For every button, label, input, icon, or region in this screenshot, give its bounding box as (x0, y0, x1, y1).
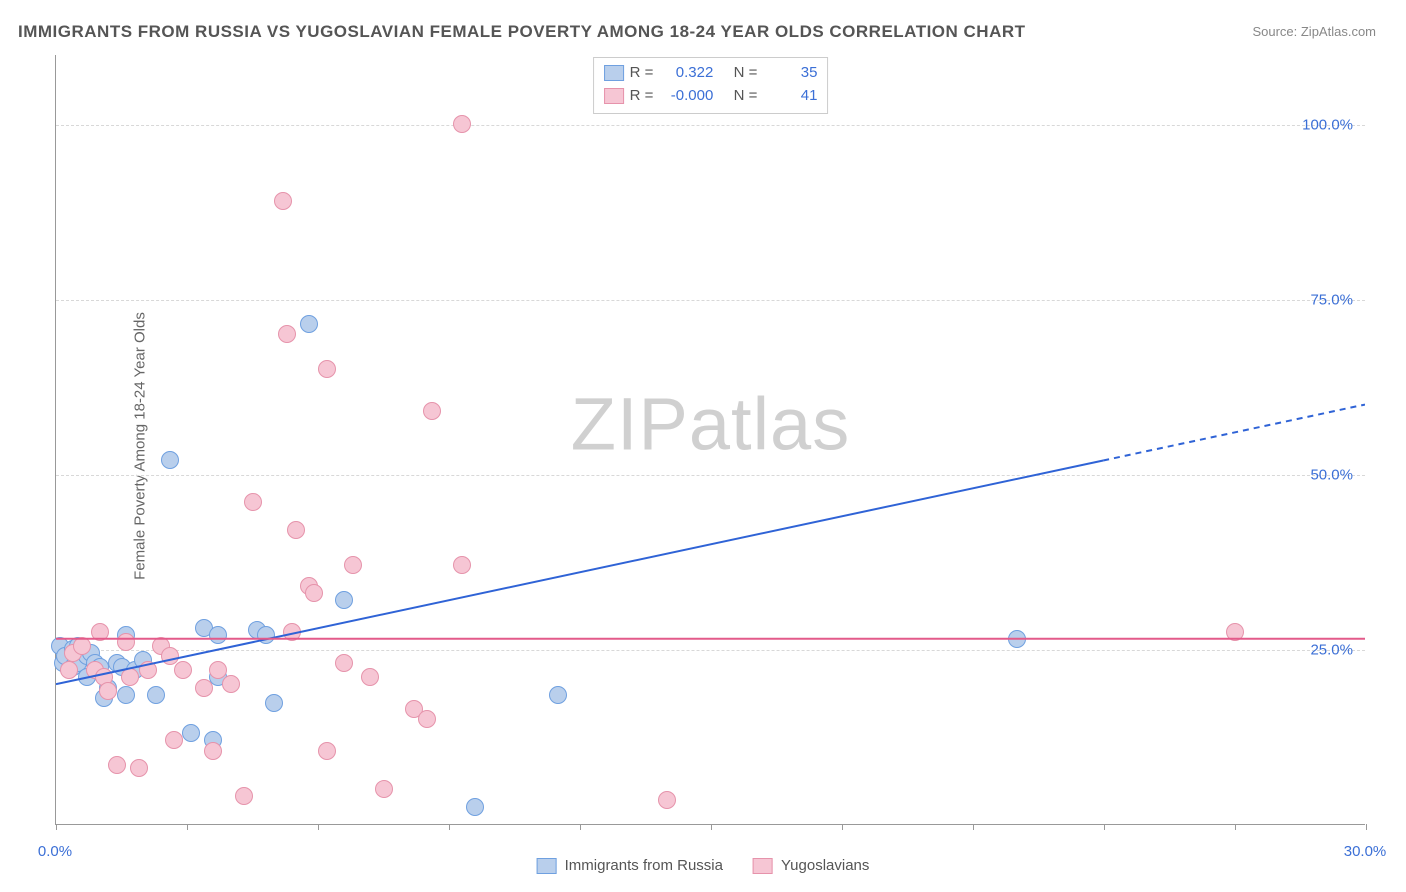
x-tick (580, 824, 581, 830)
x-tick (187, 824, 188, 830)
data-point (108, 756, 126, 774)
data-point (130, 759, 148, 777)
legend-item: Yugoslavians (753, 857, 869, 874)
y-tick-label: 100.0% (1302, 117, 1353, 134)
data-point (278, 325, 296, 343)
legend-label: Yugoslavians (781, 857, 869, 874)
y-tick-label: 25.0% (1310, 642, 1353, 659)
correlation-legend: R =0.322 N =35R =-0.000 N =41 (593, 57, 829, 114)
data-point (165, 731, 183, 749)
y-tick-label: 50.0% (1310, 467, 1353, 484)
data-point (466, 798, 484, 816)
data-point (257, 626, 275, 644)
gridline (56, 125, 1365, 126)
data-point (658, 791, 676, 809)
data-point (287, 521, 305, 539)
data-point (344, 556, 362, 574)
data-point (274, 192, 292, 210)
data-point (209, 626, 227, 644)
x-tick (1366, 824, 1367, 830)
data-point (204, 742, 222, 760)
data-point (1226, 623, 1244, 641)
data-point (1008, 630, 1026, 648)
legend-item: Immigrants from Russia (537, 857, 723, 874)
data-point (117, 686, 135, 704)
data-point (318, 360, 336, 378)
data-point (174, 661, 192, 679)
data-point (375, 780, 393, 798)
data-point (361, 668, 379, 686)
data-point (244, 493, 262, 511)
data-point (453, 556, 471, 574)
legend-row: R =-0.000 N =41 (604, 85, 818, 108)
data-point (222, 675, 240, 693)
x-tick-label: 30.0% (1344, 843, 1387, 860)
data-point (305, 584, 323, 602)
legend-swatch (537, 858, 557, 874)
source-attribution: Source: ZipAtlas.com (1252, 24, 1376, 39)
data-point (60, 661, 78, 679)
x-tick (56, 824, 57, 830)
data-point (423, 402, 441, 420)
legend-swatch (604, 88, 624, 104)
data-point (73, 637, 91, 655)
data-point (182, 724, 200, 742)
data-point (283, 623, 301, 641)
data-point (195, 679, 213, 697)
data-point (117, 633, 135, 651)
data-point (300, 315, 318, 333)
legend-label: Immigrants from Russia (565, 857, 723, 874)
chart-title: IMMIGRANTS FROM RUSSIA VS YUGOSLAVIAN FE… (18, 22, 1026, 42)
data-point (139, 661, 157, 679)
x-tick-label: 0.0% (38, 843, 72, 860)
x-tick (711, 824, 712, 830)
data-point (318, 742, 336, 760)
data-point (99, 682, 117, 700)
chart-plot-area: ZIPatlas R =0.322 N =35R =-0.000 N =41 2… (55, 55, 1365, 825)
x-tick (1104, 824, 1105, 830)
watermark-text: ZIPatlas (571, 382, 850, 467)
x-tick (1235, 824, 1236, 830)
data-point (418, 710, 436, 728)
data-point (335, 591, 353, 609)
data-point (235, 787, 253, 805)
series-legend: Immigrants from Russia Yugoslavians (537, 857, 870, 874)
data-point (549, 686, 567, 704)
legend-swatch (753, 858, 773, 874)
x-tick (842, 824, 843, 830)
gridline (56, 300, 1365, 301)
legend-swatch (604, 65, 624, 81)
data-point (335, 654, 353, 672)
y-tick-label: 75.0% (1310, 292, 1353, 309)
data-point (161, 451, 179, 469)
x-tick (318, 824, 319, 830)
gridline (56, 650, 1365, 651)
data-point (265, 694, 283, 712)
data-point (121, 668, 139, 686)
data-point (147, 686, 165, 704)
x-tick (973, 824, 974, 830)
gridline (56, 475, 1365, 476)
data-point (453, 115, 471, 133)
x-tick (449, 824, 450, 830)
legend-row: R =0.322 N =35 (604, 62, 818, 85)
regression-lines (56, 55, 1365, 824)
data-point (91, 623, 109, 641)
